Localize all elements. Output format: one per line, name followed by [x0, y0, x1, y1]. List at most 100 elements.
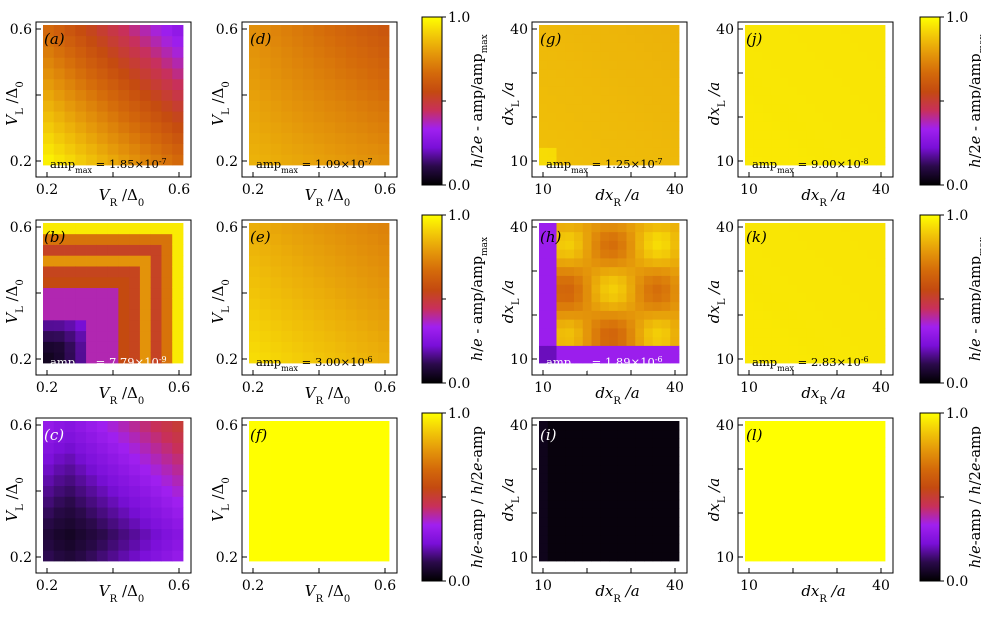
heatmap-cell [574, 240, 584, 250]
heatmap-cell [324, 352, 336, 364]
heatmap-cell [858, 301, 868, 311]
heatmap-cell [867, 552, 877, 562]
heatmap-cell [832, 103, 842, 113]
heatmap-cell [270, 453, 282, 465]
heatmap-cell [841, 354, 851, 364]
heatmap-cell [753, 258, 763, 268]
heatmap-cell [823, 121, 833, 131]
heatmap-cell [367, 244, 379, 256]
heatmap-cell [762, 328, 772, 338]
x-tick-label: 10 [534, 182, 552, 198]
heatmap-cell [635, 147, 645, 157]
y-tick-label: 0.6 [216, 418, 238, 434]
y-tick-label: 0.2 [216, 550, 238, 566]
heatmap-cell [670, 526, 680, 536]
heatmap-cell [378, 453, 390, 465]
heatmap-cell [788, 447, 798, 457]
heatmap-cell [64, 421, 76, 433]
heatmap-cell [574, 284, 584, 294]
heatmap-cell [867, 284, 877, 294]
heatmap-cell [161, 330, 173, 342]
heatmap-cell [753, 319, 763, 329]
heatmap-cell [832, 121, 842, 131]
heatmap-cell [574, 473, 584, 483]
heatmap-cell [139, 25, 152, 37]
heatmap-cell [771, 464, 781, 474]
heatmap-cell [771, 60, 781, 70]
heatmap-cell [539, 284, 549, 294]
heatmap-cell [292, 100, 304, 112]
heatmap-cell [797, 147, 807, 157]
heatmap-cell [858, 77, 868, 87]
heatmap-cell [335, 57, 347, 69]
heatmap-cell [797, 138, 807, 148]
heatmap-cell [582, 310, 592, 320]
heatmap-cell [302, 78, 315, 91]
heatmap-cell [259, 46, 271, 58]
heatmap-cell [270, 121, 282, 134]
heatmap-cell [259, 421, 271, 433]
heatmap-cell [259, 474, 271, 487]
heatmap-cell [850, 543, 860, 553]
heatmap-cell [762, 60, 772, 70]
y-tick-label: 10 [716, 550, 734, 566]
heatmap-cell [53, 89, 65, 101]
heatmap-cell [753, 156, 763, 166]
heatmap-cell [582, 51, 592, 61]
heatmap-cell [815, 429, 825, 439]
heatmap-cell [788, 328, 798, 338]
heatmap-cell [762, 231, 772, 241]
x-tick-label: 0.2 [242, 380, 264, 396]
heatmap-cell [745, 223, 755, 233]
heatmap-cell [850, 429, 860, 439]
heatmap-cell [635, 138, 645, 148]
heatmap-cell [780, 240, 790, 250]
heatmap-cell [574, 86, 584, 96]
heatmap-cell [591, 130, 601, 140]
heatmap-cell [172, 517, 184, 530]
heatmap-cell [345, 421, 358, 433]
heatmap-cell [600, 240, 610, 250]
heatmap-cell [626, 354, 636, 364]
heatmap-cell [313, 89, 325, 101]
heatmap-cell [609, 223, 619, 233]
heatmap-cell [762, 499, 772, 509]
heatmap-cell [815, 60, 825, 70]
heatmap-cell [617, 51, 627, 61]
heatmap-cell [150, 154, 162, 166]
heatmap-cell [876, 95, 886, 105]
heatmap-cell [96, 121, 109, 134]
heatmap-cell [876, 552, 886, 562]
heatmap-cell [609, 517, 619, 527]
heatmap-cell [335, 121, 347, 134]
heatmap-cell [661, 336, 671, 346]
heatmap-cell [841, 223, 851, 233]
heatmap-cell [867, 60, 877, 70]
heatmap-cell [670, 121, 680, 131]
heatmap-cell [335, 485, 347, 497]
heatmap-cell [591, 156, 601, 166]
heatmap-cell [565, 429, 575, 439]
heatmap-cell [797, 60, 807, 70]
heatmap-cell [270, 154, 282, 166]
heatmap-cell [161, 485, 173, 497]
heatmap-cell [771, 310, 781, 320]
heatmap-cell [609, 319, 619, 329]
heatmap-cell [841, 231, 851, 241]
heatmap-cell [547, 130, 557, 140]
heatmap-cell [292, 421, 304, 433]
heatmap-cell [324, 46, 336, 58]
heatmap-cell [86, 68, 98, 80]
heatmap-cell [876, 429, 886, 439]
heatmap-cell [815, 310, 825, 320]
heatmap-cell [788, 95, 798, 105]
heatmap-cell [771, 456, 781, 466]
heatmap-cell [249, 57, 261, 69]
heatmap-cell [617, 464, 627, 474]
heatmap-cell [780, 473, 790, 483]
heatmap-cell [313, 266, 325, 278]
heatmap-cell [670, 130, 680, 140]
heatmap-cell [324, 507, 336, 519]
heatmap-cell [788, 473, 798, 483]
